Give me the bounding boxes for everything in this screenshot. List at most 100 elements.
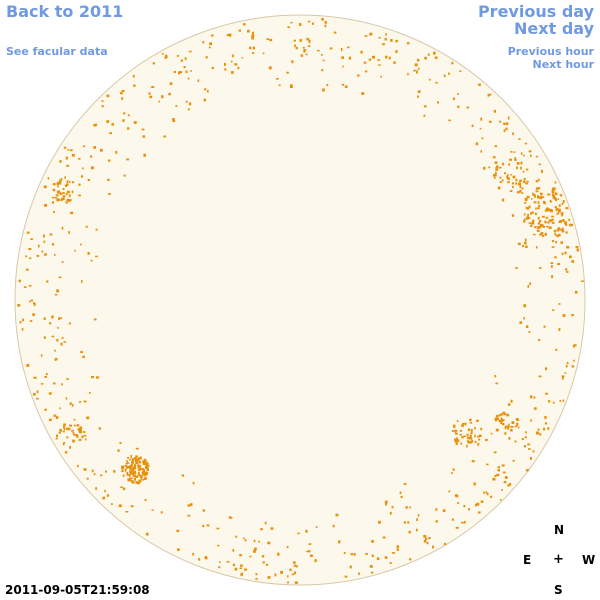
facula-point	[172, 120, 176, 122]
facula-point	[506, 174, 509, 177]
facula-point	[509, 158, 512, 161]
facula-point	[65, 201, 68, 204]
facula-point	[483, 166, 486, 170]
facula-point	[409, 506, 411, 509]
facula-point	[118, 504, 122, 508]
facula-point	[457, 502, 460, 504]
facula-point	[56, 338, 59, 342]
facula-point	[524, 213, 526, 216]
facula-point	[62, 442, 65, 446]
facula-point	[467, 436, 469, 440]
facula-point	[516, 419, 520, 421]
facula-point	[151, 86, 155, 89]
facula-point	[468, 428, 470, 432]
facula-point	[262, 52, 265, 55]
facula-point	[71, 404, 74, 407]
facula-point	[70, 211, 74, 215]
facula-point	[565, 207, 569, 210]
facula-point	[433, 52, 435, 54]
facula-point	[306, 550, 309, 553]
facula-point	[48, 392, 52, 395]
facula-point	[230, 60, 233, 63]
facula-point	[252, 46, 255, 50]
facula-point	[571, 260, 574, 263]
facula-point	[111, 503, 113, 505]
facula-point	[521, 192, 524, 194]
next-hour-link[interactable]: Next hour	[532, 58, 595, 71]
facula-point	[146, 468, 149, 471]
facula-point	[530, 419, 532, 422]
facula-point	[59, 193, 62, 195]
next-day-link[interactable]: Next day	[514, 19, 594, 38]
facula-point	[129, 470, 132, 473]
facula-point	[73, 434, 76, 436]
facula-point	[96, 376, 99, 379]
facula-point	[470, 437, 473, 440]
previous-day-link[interactable]: Previous day	[477, 2, 594, 21]
facula-point	[305, 53, 308, 56]
facula-point	[22, 318, 24, 322]
facula-point	[64, 184, 68, 187]
see-facular-data-link[interactable]: See facular data	[6, 45, 108, 58]
facula-point	[425, 537, 428, 540]
facula-point	[132, 474, 136, 477]
facula-point	[303, 49, 307, 51]
facula-point	[58, 181, 62, 184]
facula-point	[135, 475, 139, 478]
facula-point	[502, 162, 505, 166]
facula-point	[478, 83, 481, 86]
facula-point	[487, 492, 489, 496]
facula-point	[69, 402, 72, 405]
facula-point	[416, 528, 418, 532]
facula-point	[376, 557, 380, 561]
facula-point	[528, 217, 531, 219]
previous-hour-link[interactable]: Previous hour	[507, 45, 594, 58]
facula-point	[255, 578, 258, 580]
facula-point	[47, 177, 50, 180]
facula-point	[139, 475, 143, 478]
facula-point	[556, 229, 560, 232]
facula-point	[466, 440, 469, 443]
facula-point	[299, 23, 302, 26]
facula-point	[395, 50, 398, 54]
facula-point	[480, 427, 483, 431]
facula-point	[539, 192, 543, 195]
back-to-year-link[interactable]: Back to 2011	[6, 2, 124, 21]
facula-point	[557, 198, 560, 200]
facula-point	[66, 190, 70, 194]
facula-point	[417, 95, 419, 98]
facula-point	[510, 429, 513, 432]
facula-point	[126, 471, 129, 475]
facula-point	[518, 138, 521, 140]
facula-point	[79, 401, 81, 403]
facula-point	[63, 425, 66, 429]
facula-point	[504, 172, 506, 175]
facula-point	[511, 422, 515, 424]
solar-disk	[14, 14, 586, 586]
facula-point	[127, 114, 130, 117]
facula-point	[29, 320, 33, 322]
facula-point	[562, 219, 565, 222]
facula-point	[506, 175, 509, 179]
facula-point	[488, 120, 492, 123]
facula-point	[499, 413, 502, 416]
facula-point	[144, 461, 147, 464]
facula-point	[434, 56, 438, 60]
facula-point	[520, 166, 522, 170]
facula-point	[365, 553, 368, 555]
facula-point	[503, 122, 506, 125]
facula-point	[133, 478, 136, 481]
facula-point	[455, 526, 459, 529]
facula-point	[58, 317, 61, 321]
facula-point	[67, 149, 70, 151]
facula-point	[559, 399, 561, 402]
facula-point	[539, 233, 542, 236]
facula-point	[520, 161, 523, 165]
facula-point	[253, 547, 257, 551]
facula-point	[95, 487, 97, 490]
facula-point	[495, 428, 499, 432]
facula-point	[403, 521, 406, 524]
facula-point	[414, 63, 418, 67]
facula-point	[507, 116, 510, 120]
facula-point	[267, 576, 271, 579]
